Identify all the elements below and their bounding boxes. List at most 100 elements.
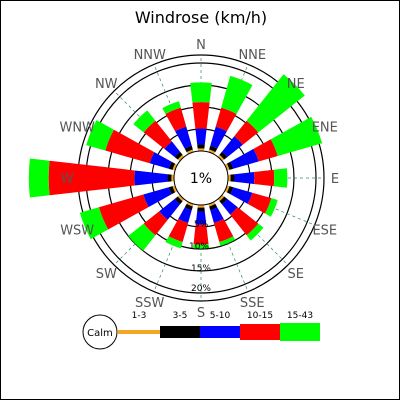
bar-N-5-10: [195, 128, 207, 145]
bar-NW-1-3: [177, 154, 185, 162]
bar-ESE-15-43: [265, 198, 278, 217]
bar-WNW-5-10: [149, 152, 172, 169]
bar-NE-3-5: [219, 151, 228, 160]
legend-bins: 1-3 3-5 5-10 10-15 15-43: [118, 311, 320, 341]
bar-SW-10-15: [143, 211, 168, 236]
bar-SSE-15-43: [219, 236, 236, 246]
chart-title: Windrose (km/h): [135, 8, 267, 27]
bar-NNW-15-43: [162, 101, 181, 114]
bar-SW-5-10: [159, 198, 181, 220]
bar-SSE-1-3: [208, 201, 216, 207]
calm-circle: [173, 150, 229, 206]
legend: Calm 1-3 3-5 5-10 10-15 15-43: [82, 311, 320, 350]
bar-SE-5-10: [221, 198, 238, 215]
bar-W-1-3: [171, 174, 175, 182]
bar-WNW-10-15: [105, 129, 155, 164]
bar-SE-1-3: [217, 194, 225, 202]
bar-S-15-43: [193, 244, 209, 249]
bar-N-15-43: [190, 82, 212, 103]
direction-label-NNE: NNE: [238, 48, 266, 63]
direction-label-ESE: ESE: [312, 223, 337, 238]
bar-SSW-3-5: [184, 203, 193, 211]
calm-percent-label: 1%: [190, 171, 212, 187]
ring-label-20pct: 20%: [191, 284, 211, 294]
direction-label-N: N: [196, 38, 206, 53]
direction-label-SW: SW: [96, 267, 117, 282]
bar-N-10-15: [192, 102, 210, 129]
bar-SSW-5-10: [178, 207, 192, 223]
legend-label-5-10: 5-10: [210, 311, 231, 321]
bar-SSE-3-5: [209, 203, 218, 211]
bar-E-10-15: [254, 169, 275, 187]
bar-NE-5-10: [221, 136, 243, 158]
direction-labels: N NNE NE ENE E ESE SE SSE S SSW SW WSW W WNW NW NNW: [59, 38, 339, 321]
bar-WSW-15-43: [79, 207, 109, 240]
bar-WNW-15-43: [86, 120, 114, 151]
legend-label-10-15: 10-15: [247, 311, 273, 321]
bar-NNW-3-5: [184, 145, 193, 153]
legend-label-15-43: 15-43: [287, 311, 313, 321]
bar-NNW-10-15: [165, 107, 187, 132]
legend-swatch-15-43: [280, 323, 320, 341]
bar-NE-10-15: [234, 120, 259, 145]
bar-SE-10-15: [230, 207, 259, 236]
bar-S-3-5: [197, 207, 205, 212]
bar-SSW-1-3: [186, 201, 194, 207]
bar-S-1-3: [197, 204, 205, 208]
legend-swatch-1-3: [118, 330, 160, 334]
legend-label-3-5: 3-5: [173, 311, 188, 321]
direction-label-NE: NE: [287, 77, 305, 92]
ring-labels: 5% 10% 15% 20%: [189, 220, 211, 294]
bar-ESE-1-3: [224, 185, 230, 193]
bar-ENE-15-43: [270, 116, 323, 157]
bar-ENE-1-3: [224, 163, 230, 171]
bar-WSW-1-3: [172, 185, 178, 193]
bar-E-5-10: [234, 171, 255, 185]
bar-NNE-10-15: [215, 107, 237, 132]
bar-S-5-10: [195, 211, 207, 225]
calm-center: 1%: [173, 150, 229, 206]
ring-label-5pct: 5%: [194, 220, 209, 230]
legend-calm-circle: [82, 314, 118, 350]
spoke-SE: [219, 196, 289, 266]
bar-NNE-15-43: [221, 75, 253, 114]
bar-WNW-1-3: [172, 163, 178, 171]
spoke-SSE: [211, 202, 249, 292]
bar-NNW-5-10: [175, 126, 192, 149]
bar-ENE-3-5: [226, 161, 234, 170]
bar-NW-5-10: [164, 141, 181, 158]
bar-E-15-43: [273, 168, 288, 188]
spoke-SSW: [153, 202, 191, 292]
bar-W-10-15: [48, 160, 135, 196]
legend-swatch-5-10: [200, 326, 240, 338]
bar-NNE-3-5: [209, 145, 218, 153]
direction-label-S: S: [197, 306, 205, 321]
bar-NE-15-43: [246, 74, 305, 133]
bar-W-15-43: [28, 158, 50, 198]
bar-N-1-3: [197, 148, 205, 152]
bar-WNW-3-5: [168, 161, 176, 170]
bar-NNE-1-3: [208, 149, 216, 155]
bar-NE-1-3: [217, 154, 225, 162]
direction-label-NNW: NNW: [134, 48, 166, 63]
legend-calm-label: Calm: [87, 328, 113, 339]
bar-SSW-15-43: [165, 236, 183, 249]
direction-label-E: E: [331, 172, 339, 187]
direction-label-WNW: WNW: [59, 121, 95, 136]
bar-SSW-10-15: [168, 218, 189, 243]
windrose-bars: [28, 74, 323, 251]
bar-ESE-10-15: [247, 192, 272, 214]
bar-ESE-3-5: [226, 186, 234, 195]
bar-N-3-5: [197, 144, 205, 149]
direction-label-ENE: ENE: [312, 121, 338, 136]
direction-label-SE: SE: [288, 267, 304, 282]
direction-label-SSE: SSE: [240, 296, 265, 311]
bar-SE-3-5: [219, 196, 228, 205]
bar-SE-15-43: [246, 223, 264, 241]
bar-W-3-5: [167, 174, 172, 182]
bar-WSW-10-15: [98, 194, 149, 230]
bar-NW-10-15: [143, 120, 172, 149]
bar-SW-1-3: [177, 194, 185, 202]
